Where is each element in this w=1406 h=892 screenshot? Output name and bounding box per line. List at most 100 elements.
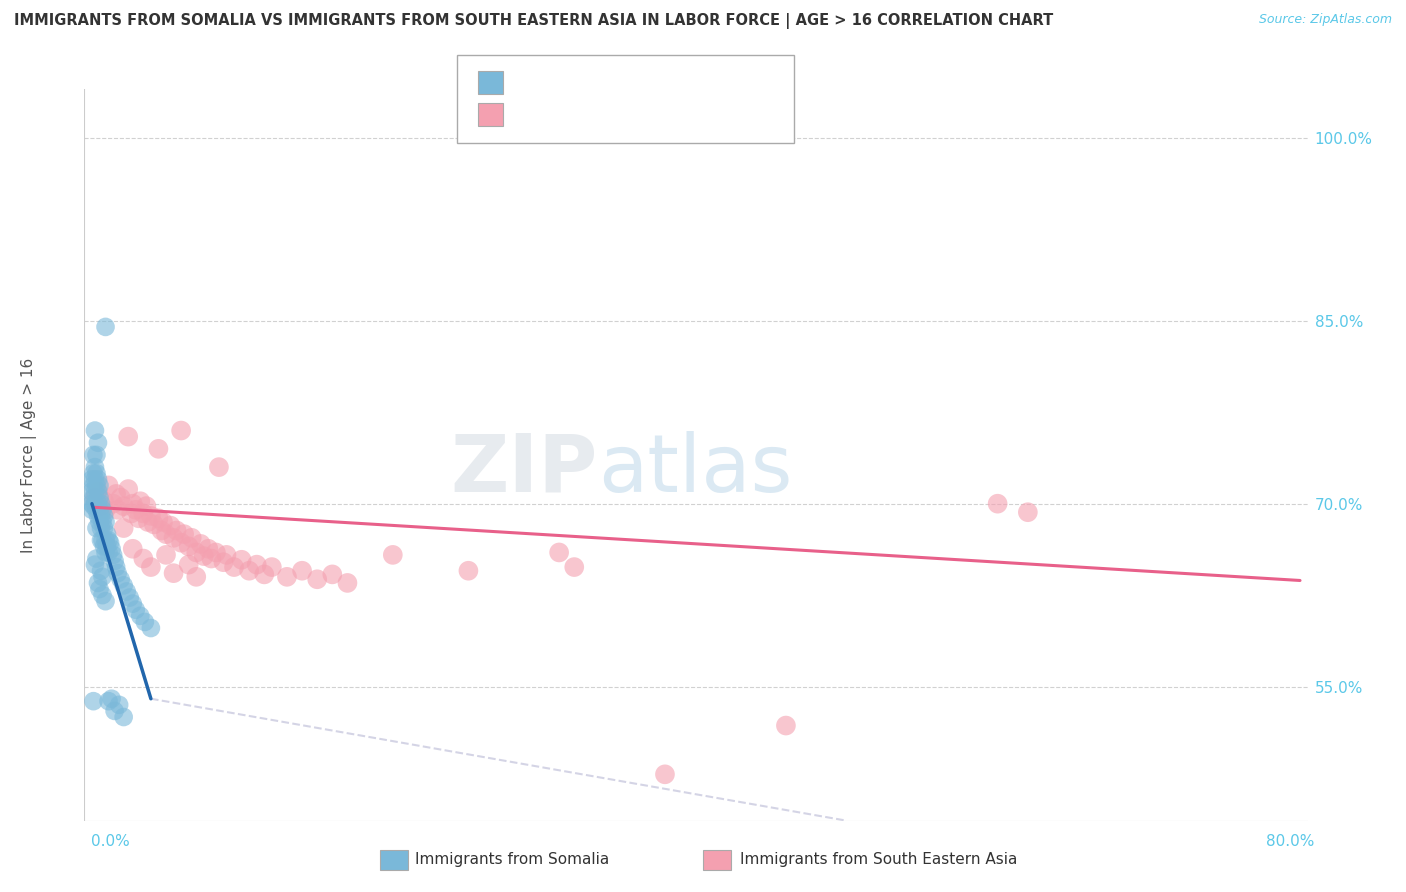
Point: [148, 442, 170, 456]
Point: [117, 430, 139, 444]
Point: [112, 499, 135, 513]
Point: [170, 535, 193, 549]
Text: In Labor Force | Age > 16: In Labor Force | Age > 16: [21, 358, 38, 552]
Point: [97, 694, 120, 708]
Point: [91, 588, 114, 602]
Point: [97, 545, 120, 559]
Point: [101, 497, 124, 511]
Point: [129, 494, 152, 508]
Point: [170, 424, 193, 438]
Point: [97, 533, 120, 548]
Point: [222, 560, 245, 574]
Point: [94, 320, 117, 334]
Point: [93, 494, 115, 508]
Point: [100, 541, 122, 556]
Point: [125, 503, 148, 517]
Point: [91, 503, 114, 517]
Point: [84, 491, 107, 505]
Point: [82, 499, 104, 513]
Point: [86, 467, 108, 481]
Point: [231, 553, 253, 567]
Point: [112, 710, 135, 724]
Point: [215, 548, 238, 562]
Text: Source: ZipAtlas.com: Source: ZipAtlas.com: [1258, 13, 1392, 27]
Point: [87, 435, 110, 450]
Point: [87, 484, 110, 499]
Point: [148, 511, 170, 525]
Point: [107, 566, 129, 581]
Point: [84, 558, 107, 572]
Point: [121, 497, 143, 511]
Point: [105, 560, 128, 574]
Point: [89, 582, 111, 596]
Point: [90, 533, 112, 548]
Point: [150, 524, 173, 538]
Point: [100, 691, 122, 706]
Point: [91, 570, 114, 584]
Point: [177, 558, 200, 572]
Point: [246, 558, 269, 572]
Text: IMMIGRANTS FROM SOMALIA VS IMMIGRANTS FROM SOUTH EASTERN ASIA IN LABOR FORCE | A: IMMIGRANTS FROM SOMALIA VS IMMIGRANTS FR…: [14, 13, 1053, 29]
Point: [120, 507, 142, 521]
Point: [89, 503, 111, 517]
Point: [110, 491, 132, 505]
Point: [105, 487, 128, 501]
Point: [108, 698, 131, 712]
Point: [80, 472, 103, 486]
Point: [94, 594, 117, 608]
Point: [260, 560, 283, 574]
Point: [117, 482, 139, 496]
Point: [200, 551, 222, 566]
Point: [457, 564, 479, 578]
Point: [90, 564, 112, 578]
Point: [94, 533, 117, 548]
Point: [110, 572, 132, 586]
Point: [89, 491, 111, 505]
Point: [139, 508, 162, 523]
Point: [84, 472, 107, 486]
Point: [253, 567, 276, 582]
Text: Immigrants from Somalia: Immigrants from Somalia: [415, 853, 609, 867]
Point: [212, 555, 235, 569]
Point: [107, 503, 129, 517]
Point: [104, 704, 127, 718]
Point: [91, 533, 114, 548]
Point: [80, 484, 103, 499]
Point: [90, 508, 112, 523]
Point: [177, 540, 200, 554]
Point: [90, 497, 112, 511]
Point: [89, 515, 111, 529]
Point: [190, 537, 212, 551]
Point: [87, 484, 110, 499]
Point: [86, 503, 108, 517]
Point: [193, 549, 215, 563]
Point: [96, 540, 118, 554]
Point: [129, 608, 152, 623]
Point: [94, 545, 117, 559]
Point: [548, 545, 571, 559]
Point: [118, 591, 141, 605]
Point: [987, 497, 1010, 511]
Point: [82, 467, 104, 481]
Point: [82, 448, 104, 462]
Point: [775, 718, 797, 732]
Point: [197, 541, 219, 556]
Point: [93, 521, 115, 535]
Point: [307, 572, 329, 586]
Point: [84, 460, 107, 475]
Text: R = -0.451   N = 75: R = -0.451 N = 75: [520, 73, 697, 91]
Point: [93, 540, 115, 554]
Text: atlas: atlas: [598, 431, 793, 508]
Point: [166, 524, 188, 538]
Point: [82, 694, 104, 708]
Point: [90, 499, 112, 513]
Point: [381, 548, 404, 562]
Point: [173, 527, 195, 541]
Point: [87, 576, 110, 591]
Point: [115, 584, 138, 599]
Point: [134, 615, 156, 629]
Point: [80, 503, 103, 517]
Point: [93, 508, 115, 523]
Point: [87, 472, 110, 486]
Point: [159, 518, 181, 533]
